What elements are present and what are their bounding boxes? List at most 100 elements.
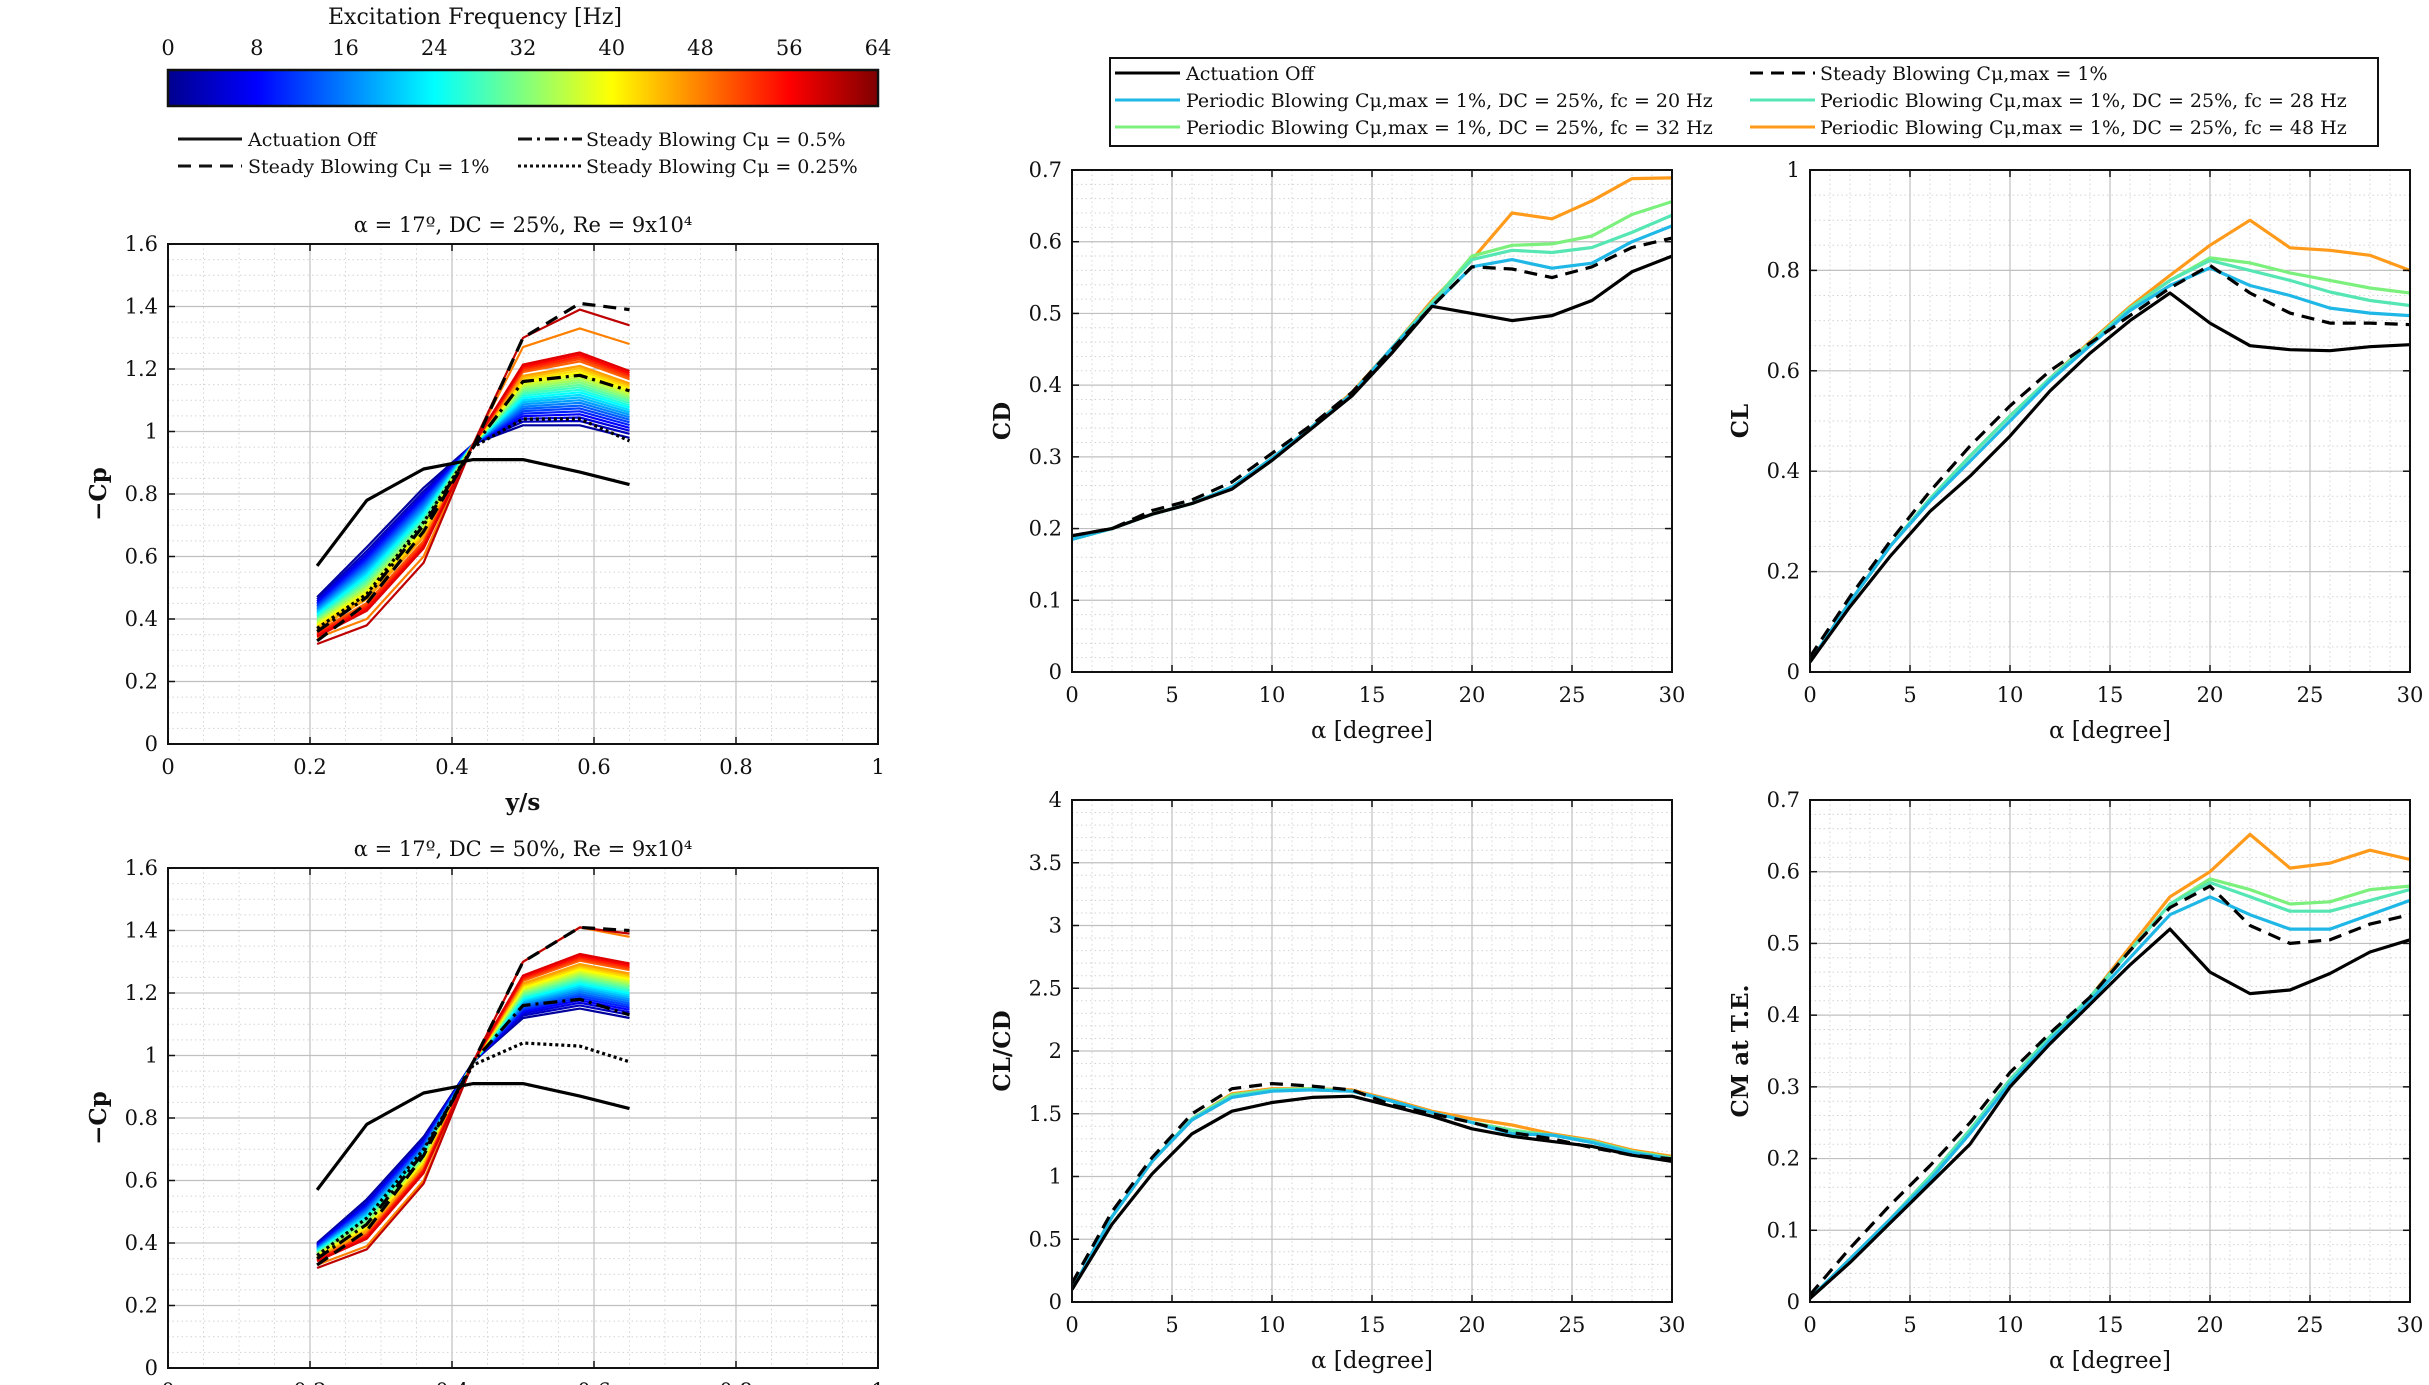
x-tick-label: 0.6	[577, 755, 610, 779]
y-axis-label: CL	[1727, 404, 1754, 438]
x-tick-label: 5	[1165, 1313, 1178, 1337]
x-tick-label: 0	[1065, 1313, 1078, 1337]
x-tick-label: 0	[161, 755, 174, 779]
x-axis-label: α [degree]	[1311, 718, 1433, 744]
chart-title: α = 17º, DC = 50%, Re = 9x10⁴	[354, 837, 692, 861]
series-line	[1810, 884, 2410, 1296]
chart-title: α = 17º, DC = 25%, Re = 9x10⁴	[354, 213, 692, 237]
legend-label: Periodic Blowing Cμ,max = 1%, DC = 25%, …	[1186, 90, 1713, 112]
y-tick-label: 0.5	[1029, 301, 1062, 325]
grid	[1071, 169, 1673, 673]
x-tick-label: 25	[1559, 683, 1586, 707]
x-tick-label: 20	[1459, 1313, 1486, 1337]
y-tick-label: 1	[145, 1044, 158, 1068]
legend-label: Periodic Blowing Cμ,max = 1%, DC = 25%, …	[1820, 90, 2347, 112]
colorbar-label: Excitation Frequency [Hz]	[328, 5, 622, 30]
y-tick-label: 0.6	[1767, 860, 1800, 884]
series-line	[1072, 254, 1672, 538]
chart-cm: 0 5 10 15 20 25 30 0 0.1 0.2 0.3 0.4 0.5 0.6 0.7 α [deg…	[1727, 788, 2423, 1374]
chart-cd: 0 5 10 15 20 25 30 0 0.1 0.2 0.3 0.4 0.5 0.6 0.7 α [deg…	[989, 158, 1685, 744]
y-tick-label: 1	[1049, 1165, 1062, 1189]
series-line	[1810, 927, 2410, 1300]
y-tick-label: 0.7	[1767, 788, 1800, 812]
y-tick-label: 1	[145, 420, 158, 444]
y-tick-label: 0.1	[1767, 1218, 1800, 1242]
x-tick-label: 30	[2397, 683, 2424, 707]
y-tick-label: 0.8	[125, 482, 158, 506]
y-tick-label: 0.3	[1029, 445, 1062, 469]
legend-label: Steady Blowing Cμ = 1%	[248, 156, 489, 178]
y-tick-label: 0.4	[1767, 459, 1800, 483]
series-line	[1072, 1094, 1672, 1291]
x-tick-label: 15	[2097, 683, 2124, 707]
y-tick-label: 0.1	[1029, 588, 1062, 612]
series-group	[1810, 832, 2410, 1300]
series-line	[1810, 291, 2410, 663]
x-axis-label: y/s	[505, 789, 541, 816]
series-line	[316, 925, 630, 1267]
y-tick-label: 0.6	[1029, 230, 1062, 254]
y-tick-label: 0.7	[1029, 158, 1062, 182]
x-tick-label: 0	[1803, 1313, 1816, 1337]
x-tick-label: 5	[1903, 1313, 1916, 1337]
chart-cp25: 0 0.2 0.4 0.6 0.8 1 0 0.2 0.4 0.6 0.8 1 1.2 1.4 1.6 α =…	[85, 213, 885, 816]
legend-label: Periodic Blowing Cμ,max = 1%, DC = 25%, …	[1186, 117, 1713, 139]
y-tick-label: 0	[1049, 1290, 1062, 1314]
x-tick-label: 0.2	[293, 1379, 326, 1385]
y-tick-label: 0.8	[125, 1106, 158, 1130]
colorbar-gradient	[166, 68, 880, 108]
colorbar-tick-label: 40	[598, 36, 625, 60]
y-tick-label: 0	[1787, 660, 1800, 684]
y-tick-label: 0.5	[1767, 931, 1800, 955]
x-tick-label: 0	[161, 1379, 174, 1385]
series-line	[315, 1081, 630, 1191]
y-axis-label: CL/CD	[989, 1010, 1016, 1091]
grid	[1071, 799, 1673, 1303]
colorbar-tick-label: 8	[250, 36, 263, 60]
x-tick-label: 10	[1997, 1313, 2024, 1337]
series-line	[1810, 895, 2410, 1300]
y-tick-label: 3	[1049, 914, 1062, 938]
x-axis-label: α [degree]	[1311, 1348, 1433, 1374]
y-tick-label: 0.6	[125, 1169, 158, 1193]
x-tick-label: 20	[1459, 683, 1486, 707]
y-tick-label: 0.2	[1767, 560, 1800, 584]
y-tick-label: 0	[145, 1356, 158, 1380]
grid	[1809, 799, 2411, 1303]
x-tick-label: 0	[1065, 683, 1078, 707]
x-tick-label: 30	[2397, 1313, 2424, 1337]
y-tick-label: 1.2	[125, 981, 158, 1005]
y-tick-label: 0.4	[125, 607, 158, 631]
x-tick-label: 0.4	[435, 755, 468, 779]
y-tick-label: 0.2	[125, 670, 158, 694]
series-group	[315, 301, 631, 646]
x-tick-label: 30	[1659, 1313, 1686, 1337]
y-tick-label: 0.3	[1767, 1075, 1800, 1099]
y-tick-label: 2.5	[1029, 976, 1062, 1000]
x-tick-label: 15	[1359, 1313, 1386, 1337]
series-line	[315, 458, 630, 567]
x-tick-label: 0.4	[435, 1379, 468, 1385]
x-tick-label: 25	[2297, 1313, 2324, 1337]
series-group	[1072, 1081, 1672, 1291]
left-legend: Actuation Off Steady Blowing Cμ = 0.5% S…	[178, 129, 858, 178]
legend-label: Steady Blowing Cμ = 0.5%	[586, 129, 846, 151]
right-legend: Actuation Off Steady Blowing Cμ,max = 1%…	[1109, 57, 2379, 147]
grid	[1809, 169, 2411, 673]
x-tick-label: 0	[1803, 683, 1816, 707]
y-tick-label: 3.5	[1029, 851, 1062, 875]
y-tick-label: 0.5	[1029, 1227, 1062, 1251]
y-tick-label: 1.2	[125, 357, 158, 381]
x-axis-label: α [degree]	[2049, 1348, 2171, 1374]
y-tick-label: 0.4	[1029, 373, 1062, 397]
series-group	[1810, 218, 2410, 663]
x-tick-label: 0.8	[719, 755, 752, 779]
legend-label: Actuation Off	[1185, 63, 1316, 85]
y-tick-label: 0	[145, 732, 158, 756]
y-tick-label: 1.6	[125, 856, 158, 880]
y-tick-label: 0.2	[1029, 517, 1062, 541]
x-tick-label: 25	[1559, 1313, 1586, 1337]
legend-label: Actuation Off	[247, 129, 378, 151]
y-tick-label: 2	[1049, 1039, 1062, 1063]
